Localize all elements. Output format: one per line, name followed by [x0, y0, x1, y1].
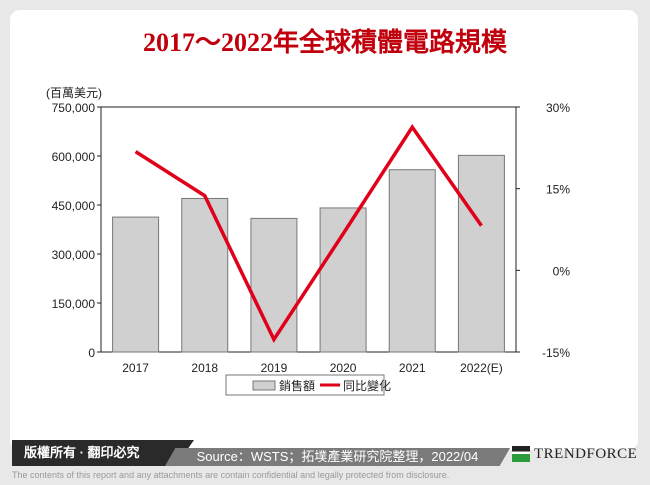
x-tick-label: 2018	[191, 361, 218, 375]
left-tick-label: 300,000	[52, 248, 96, 262]
trendforce-logo: TrendForce	[512, 440, 640, 468]
bar-2021	[388, 169, 436, 353]
left-axis-unit: (百萬美元)	[46, 86, 102, 100]
chart-title: 2017～2022年全球積體電路規模	[142, 28, 507, 57]
line-yoy-change	[134, 124, 483, 344]
x-tick-label: 2019	[261, 361, 288, 375]
right-tick-label: 30%	[546, 101, 570, 115]
left-tick-label: 750,000	[52, 101, 96, 115]
left-tick-label: 150,000	[52, 297, 96, 311]
left-tick-label: 450,000	[52, 199, 96, 213]
x-tick-label: 2021	[399, 361, 426, 375]
legend-line-label: 同比變化	[343, 378, 391, 393]
bar-2018	[181, 197, 229, 353]
legend-bar-label: 銷售額	[279, 378, 315, 393]
plot-frame	[100, 106, 517, 353]
legend-bar-swatch	[252, 380, 276, 391]
x-tick-label: 2020	[330, 361, 357, 375]
bar-2017	[112, 216, 160, 353]
bar-2019	[250, 217, 298, 353]
logo-text: TrendForce	[534, 445, 638, 462]
disclaimer: The contents of this report and any atta…	[12, 470, 450, 480]
left-tick-label: 0	[88, 346, 95, 360]
right-tick-label: -15%	[542, 346, 570, 360]
source-note: Source：WSTS；拓墣產業研究院整理，2022/04	[165, 448, 510, 466]
bar-2022(E)	[457, 154, 505, 353]
x-tick-label: 2017	[122, 361, 149, 375]
right-tick-label: 15%	[546, 183, 570, 197]
left-tick-label: 600,000	[52, 150, 96, 164]
right-tick-label: 0%	[553, 264, 571, 278]
copyright-banner: 版權所有 · 翻印必究	[12, 440, 194, 466]
x-tick-label: 2022(E)	[460, 361, 503, 375]
bar-2020	[319, 207, 367, 353]
logo-mark-icon	[512, 446, 530, 462]
